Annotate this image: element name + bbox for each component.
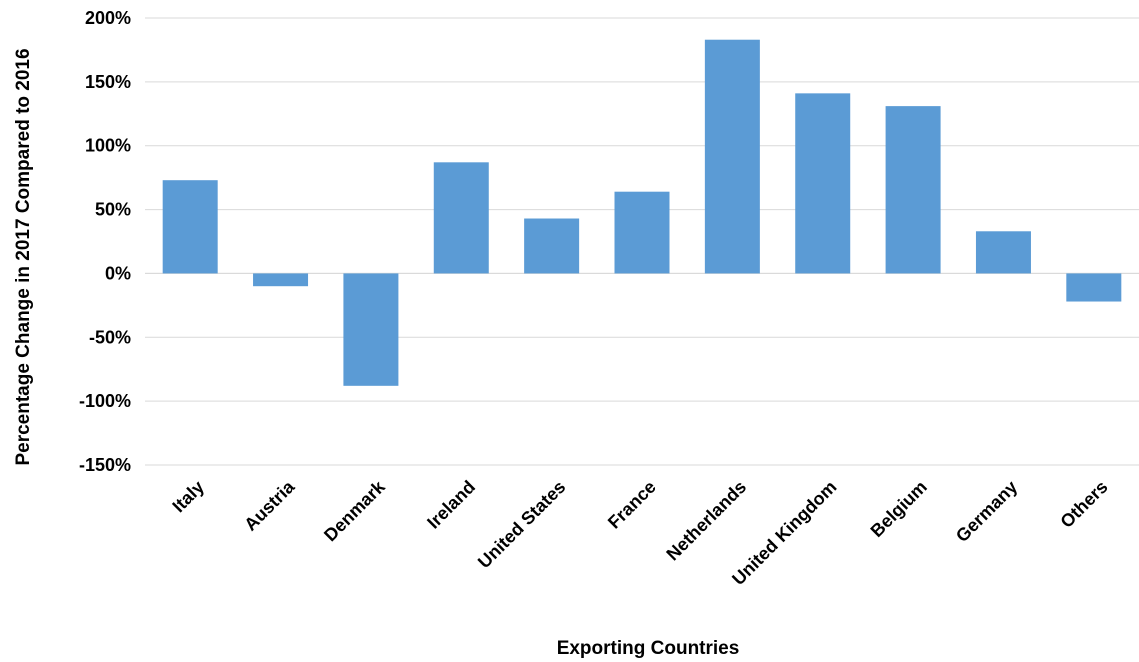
x-axis-title: Exporting Countries (557, 638, 740, 659)
y-tick-label: 150% (85, 72, 131, 92)
bar-italy (162, 180, 218, 274)
y-axis-title: Percentage Change in 2017 Compared to 20… (13, 48, 34, 465)
y-tick-label: 50% (95, 200, 131, 220)
y-tick-label: -100% (79, 391, 131, 411)
y-tick-label: -50% (89, 327, 131, 347)
bar-germany (975, 231, 1031, 274)
bar-others (1066, 273, 1122, 302)
x-tick-label: Italy (168, 477, 208, 517)
y-tick-label: 100% (85, 136, 131, 156)
y-tick-labels: 200% 150% 100% 50% 0% -50% -100% -150% (79, 8, 131, 475)
x-tick-label: France (604, 477, 660, 533)
x-tick-label: Belgium (867, 477, 931, 541)
x-tick-label: Others (1056, 477, 1111, 532)
bar-ireland (433, 162, 489, 274)
bar-united-kingdom (795, 93, 851, 274)
y-tick-label: 200% (85, 8, 131, 28)
x-tick-label: Netherlands (662, 477, 750, 565)
bar-netherlands (704, 39, 760, 274)
bar-united-states (524, 218, 580, 274)
bar-belgium (885, 106, 941, 274)
bars (162, 39, 1122, 386)
y-tick-label: -150% (79, 455, 131, 475)
x-tick-label: Austria (240, 476, 299, 535)
bar-austria (253, 273, 309, 287)
bar-denmark (343, 273, 399, 386)
x-tick-label: United States (474, 477, 569, 572)
x-tick-label: Germany (952, 477, 1021, 546)
x-tick-label: Ireland (423, 477, 479, 533)
y-tick-label: 0% (105, 263, 131, 283)
x-tick-label: Denmark (320, 476, 389, 545)
bar-france (614, 191, 670, 274)
